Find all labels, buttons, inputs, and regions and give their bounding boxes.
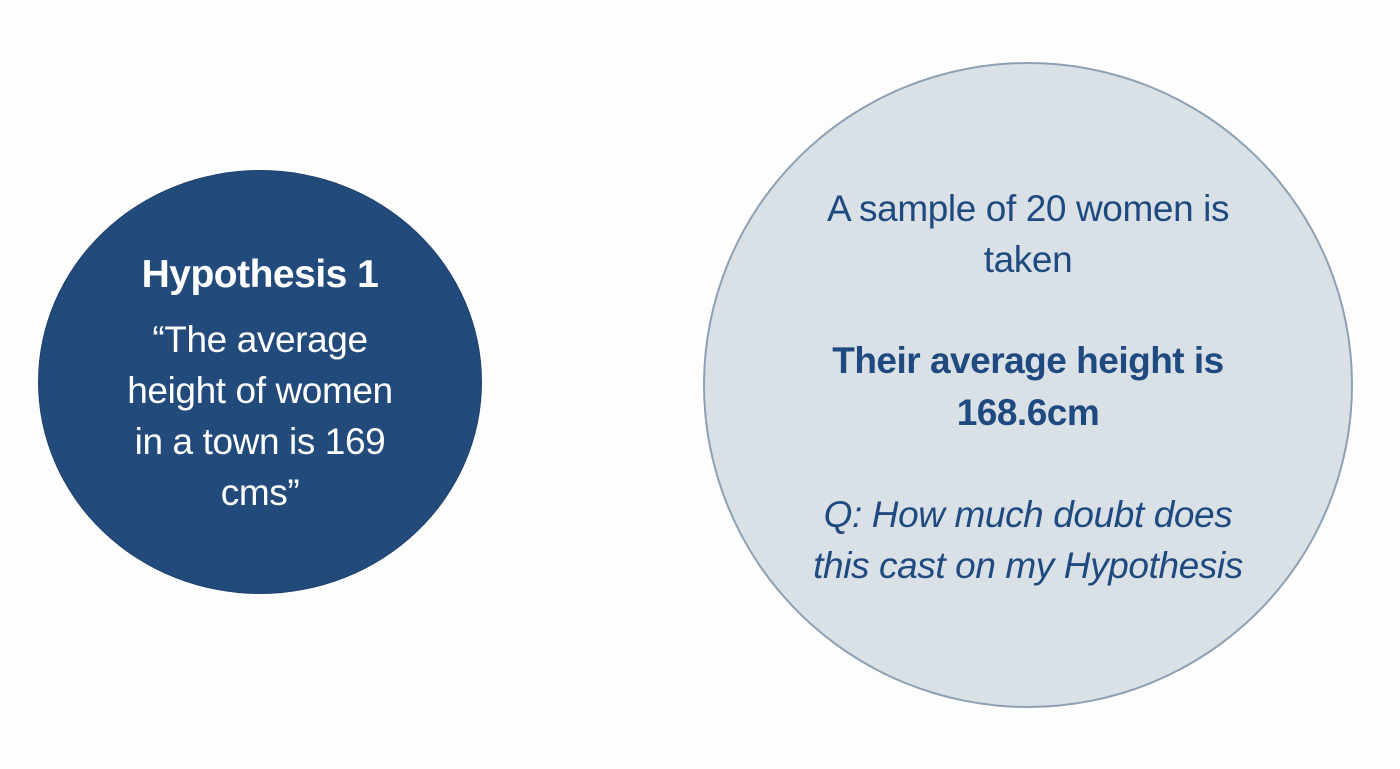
sample-description: A sample of 20 women is taken [826, 188, 1230, 280]
sample-result: Their average height is 168.6cm [832, 340, 1224, 433]
hypothesis-statement: “The average height of women in a town i… [127, 319, 393, 513]
doubt-question: Q: How much doubt does this cast on my H… [813, 494, 1243, 586]
hypothesis-circle: Hypothesis 1 “The average height of wome… [38, 170, 482, 594]
hypothesis-title: Hypothesis 1 [141, 253, 379, 296]
sample-circle: A sample of 20 women is taken Their aver… [703, 62, 1353, 708]
